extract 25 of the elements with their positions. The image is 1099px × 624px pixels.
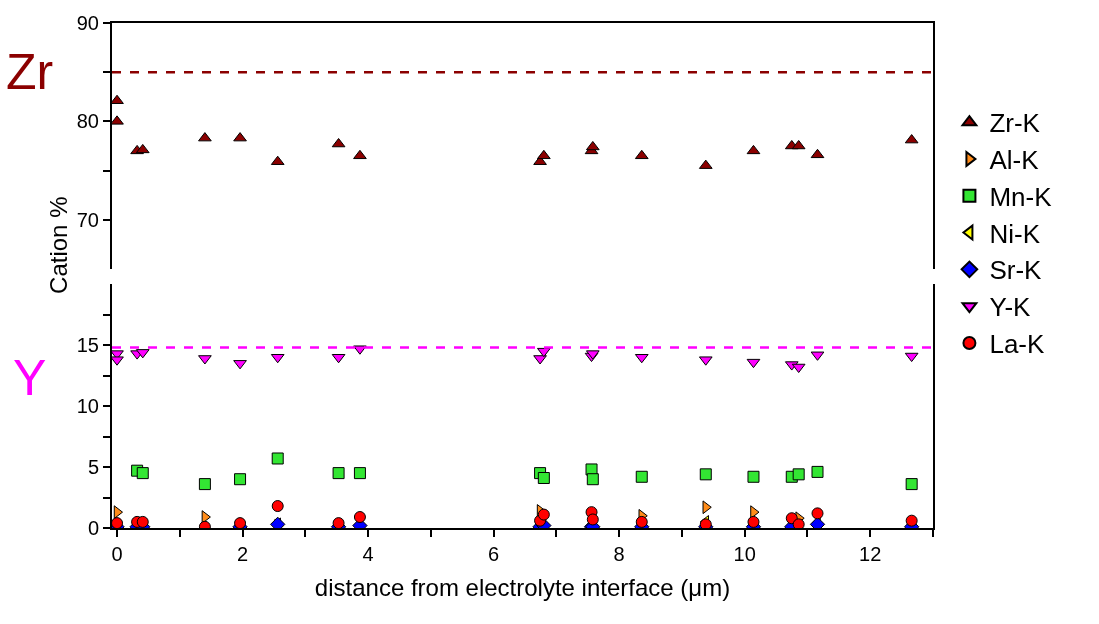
legend-label: Zr-K xyxy=(989,108,1041,139)
y-tick-label: 70 xyxy=(76,208,99,231)
ref-line-label: Y xyxy=(13,350,47,406)
x-axis-title: distance from electrolyte interface (μm) xyxy=(314,573,731,601)
legend-label: Mn-K xyxy=(989,181,1053,212)
x-tick-label: 6 xyxy=(488,543,500,565)
ref-line-label: Zr xyxy=(6,44,54,100)
y-tick-label: 10 xyxy=(76,395,99,418)
y-tick-label: 90 xyxy=(76,12,99,34)
legend-label: Sr-K xyxy=(989,255,1043,286)
x-tick-label: 2 xyxy=(237,543,249,565)
y-tick-label: 5 xyxy=(87,456,99,479)
legend-label: Al-K xyxy=(989,145,1040,176)
legend-label: Ni-K xyxy=(989,218,1041,249)
y-tick-label: 15 xyxy=(76,334,99,357)
x-tick-label: 10 xyxy=(733,543,756,565)
y-tick-label: 80 xyxy=(76,110,99,133)
x-tick-label: 8 xyxy=(613,543,625,565)
x-tick-label: 4 xyxy=(362,543,374,565)
legend-label: La-K xyxy=(989,329,1045,360)
x-tick-label: 0 xyxy=(111,543,123,565)
legend-label: Y-K xyxy=(989,292,1032,323)
y-axis-title: Cation % xyxy=(44,196,72,294)
x-tick-label: 12 xyxy=(859,543,882,565)
y-tick-label: 0 xyxy=(87,517,99,540)
